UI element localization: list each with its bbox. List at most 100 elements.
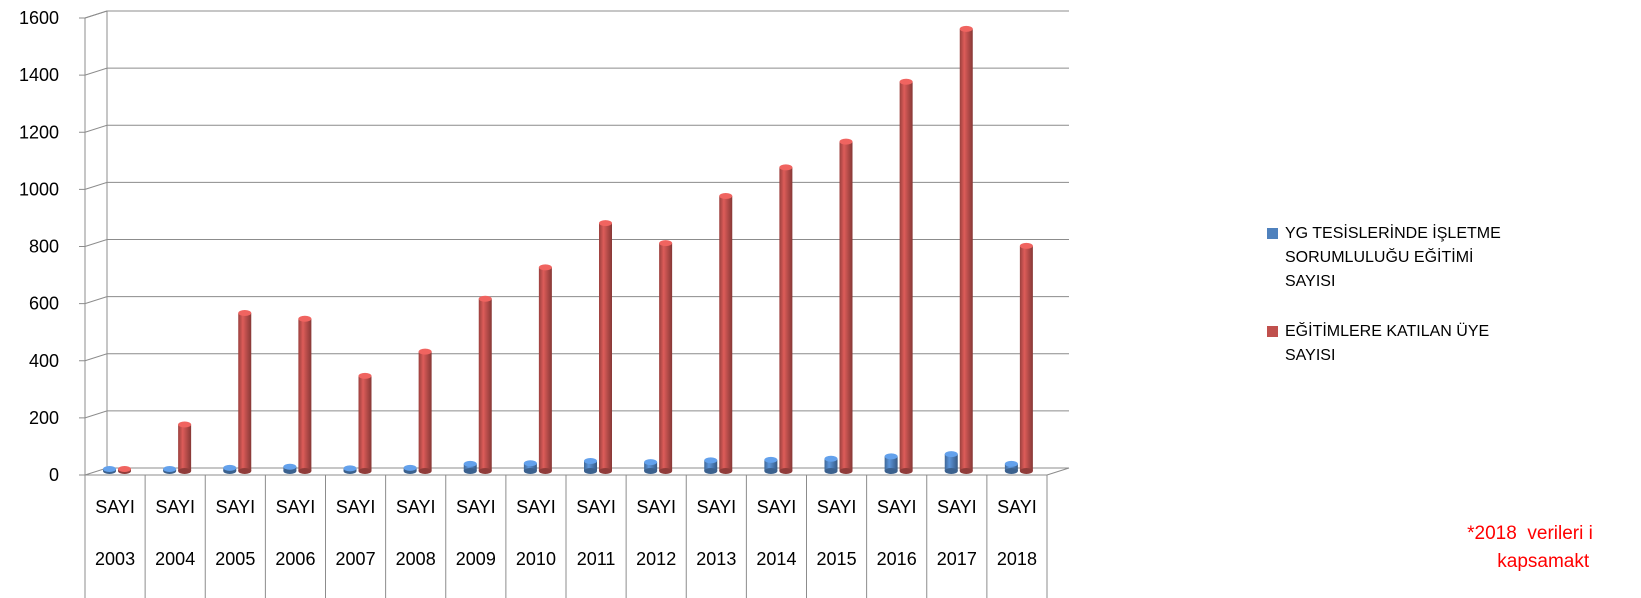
bar-base	[523, 468, 537, 474]
bar-base	[538, 468, 552, 474]
bar-series-1	[584, 458, 597, 474]
bar-top	[599, 220, 612, 227]
y-tick-label: 1600	[19, 8, 59, 28]
bar-top	[959, 25, 973, 32]
legend-label-series-2-line-1: EĞİTİMLERE KATILAN ÜYE	[1285, 323, 1490, 340]
x-tick-label-top: SAYI	[997, 497, 1037, 517]
bar-body	[298, 318, 312, 471]
bar-series-2	[238, 310, 252, 474]
y-tick-label: 1400	[19, 65, 59, 85]
bar-base	[644, 468, 658, 474]
bar-series-2	[899, 78, 913, 474]
x-tick-label-top: SAYI	[877, 497, 917, 517]
bar-top	[1004, 460, 1018, 467]
bar-series-1	[944, 451, 958, 474]
x-tick-label-top: SAYI	[937, 497, 977, 517]
bar-base	[764, 468, 778, 474]
bar-body	[764, 459, 778, 471]
bar-series-1	[764, 456, 778, 474]
legend-swatch-series-1	[1267, 228, 1278, 239]
floor-right-edge	[1046, 467, 1070, 476]
y-tick-label: 200	[29, 408, 59, 428]
y-tick-label: 1200	[19, 122, 59, 142]
y-tick-label: 600	[29, 294, 59, 314]
bar-top	[538, 264, 552, 271]
bar-body	[1004, 463, 1018, 471]
bar-top	[223, 464, 237, 471]
bar-top	[238, 310, 252, 317]
y-tick-label: 1000	[19, 179, 59, 199]
bar-series-2	[659, 240, 673, 474]
bar-top	[779, 164, 793, 171]
bar-base	[704, 468, 718, 474]
bar-body	[584, 461, 597, 471]
bar-body	[358, 375, 372, 471]
x-tick-label-top: SAYI	[276, 497, 316, 517]
x-tick-label: 2007	[336, 549, 376, 569]
wall-top-edge	[84, 10, 108, 19]
bar-series-2	[418, 348, 432, 474]
gridline	[84, 296, 1069, 305]
x-tick-label-top: SAYI	[576, 497, 616, 517]
legend-label-series-2-line-2: SAYISI	[1285, 347, 1336, 364]
bar-top	[418, 348, 432, 355]
bar-series-1	[704, 457, 718, 474]
bar-series-2	[478, 295, 492, 474]
x-tick-label: 2004	[155, 549, 195, 569]
x-tick-label-top: SAYI	[215, 497, 255, 517]
bar-series-2	[839, 138, 853, 474]
legend-label-series-1-line-2: SORUMLULUĞU EĞİTİMİ	[1285, 249, 1474, 266]
x-tick-label-top: SAYI	[636, 497, 676, 517]
bar-body	[659, 243, 673, 471]
bar-body	[899, 81, 913, 471]
bar-series-1	[343, 465, 357, 474]
x-tick-label: 2009	[456, 549, 496, 569]
gridline	[84, 353, 1069, 362]
bar-top	[764, 456, 778, 463]
gridline	[84, 239, 1069, 247]
bar-series-1	[644, 459, 658, 474]
x-tick-label-top: SAYI	[456, 497, 496, 517]
bar-top	[298, 315, 312, 322]
legend-label-series-1-line-3: SAYISI	[1285, 273, 1336, 290]
x-tick-label: 2013	[696, 549, 736, 569]
bar-base	[298, 468, 312, 474]
bar-base	[779, 468, 793, 474]
gridline	[84, 10, 1069, 19]
gridlines	[84, 10, 1069, 476]
bar-base	[463, 468, 477, 474]
x-tick-label-top: SAYI	[757, 497, 797, 517]
bar-top	[358, 372, 372, 379]
legend-item-series-1: YG TESİSLERİNDE İŞLETME SORUMLULUĞU EĞİT…	[1267, 222, 1607, 294]
x-tick-label: 2006	[275, 549, 315, 569]
bar-body	[238, 313, 252, 471]
x-tick-label: 2015	[817, 549, 857, 569]
bar-body	[1019, 245, 1033, 471]
bar-base	[824, 468, 838, 474]
bars	[103, 25, 1033, 474]
bar-top	[839, 138, 853, 145]
bar-body	[599, 223, 612, 471]
bar-body	[884, 456, 898, 471]
bar-top	[644, 459, 658, 466]
x-tick-label: 2003	[95, 549, 135, 569]
bar-top	[463, 460, 477, 467]
gridline	[84, 124, 1069, 133]
bar-series-2	[1019, 242, 1033, 474]
bar-top	[719, 192, 733, 199]
bar-base	[478, 468, 492, 474]
bar-base	[584, 468, 597, 474]
bar-body	[644, 462, 658, 471]
x-tick-label: 2018	[997, 549, 1037, 569]
bar-top	[343, 465, 357, 472]
legend: YG TESİSLERİNDE İŞLETME SORUMLULUĞU EĞİT…	[1267, 222, 1607, 368]
x-tick-label-top: SAYI	[396, 497, 436, 517]
bar-body	[538, 267, 552, 471]
bar-top	[283, 463, 297, 470]
bar-top	[899, 78, 913, 85]
bar-base	[944, 468, 958, 474]
bar-top	[403, 464, 417, 471]
bar-base	[178, 468, 192, 474]
bar-series-2	[358, 372, 372, 474]
